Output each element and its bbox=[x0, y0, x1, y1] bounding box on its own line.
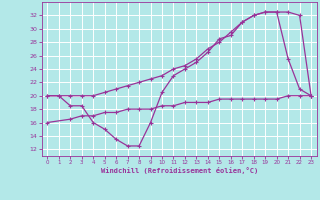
X-axis label: Windchill (Refroidissement éolien,°C): Windchill (Refroidissement éolien,°C) bbox=[100, 167, 258, 174]
